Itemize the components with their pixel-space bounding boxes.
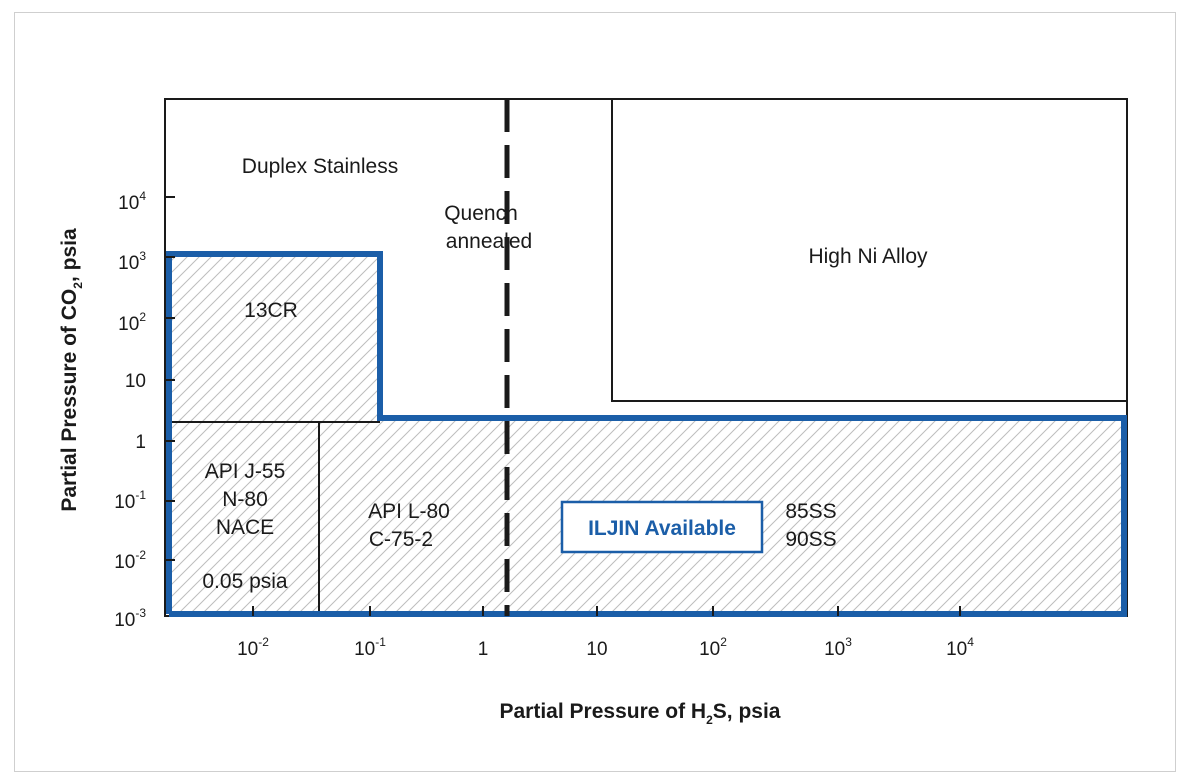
y-tick-label: 10-3 (114, 606, 146, 631)
x-tick-label: 10 (586, 639, 607, 660)
high-ni-alloy-box (611, 98, 1128, 402)
y-axis-title: Partial Pressure of CO2, psia (58, 228, 85, 512)
y-tick-label: 1 (135, 432, 146, 453)
y-tick-label: 10 (125, 371, 146, 392)
x-tick-label: 10-2 (237, 635, 269, 660)
hatch-13cr-region (168, 255, 380, 423)
x-tick-label: 102 (699, 635, 727, 660)
y-axis-ticks (165, 196, 175, 561)
y-tick-label: 10-1 (114, 488, 146, 513)
x-axis-title: Partial Pressure of H2S, psia (500, 700, 781, 727)
x-tick-labels: 10-2 10-1 1 10 102 103 104 (237, 635, 974, 660)
y-tick-label: 10-2 (114, 548, 146, 573)
nace-threshold-label: 0.05 psia (202, 570, 288, 593)
13cr-label: 13CR (244, 299, 298, 322)
iljin-available-callout: ILJIN Available (560, 500, 764, 554)
90ss-label: 90SS (785, 528, 836, 551)
annealed-label: annealed (446, 230, 532, 253)
high-ni-alloy-label: High Ni Alloy (808, 245, 928, 268)
y-tick-label: 104 (118, 189, 146, 214)
y-tick-label: 102 (118, 310, 146, 335)
85ss-label: 85SS (785, 500, 836, 523)
x-tick-label: 10-1 (354, 635, 386, 660)
nace-label: NACE (216, 516, 274, 539)
x-tick-label: 103 (824, 635, 852, 660)
iljin-available-label: ILJIN Available (588, 517, 736, 540)
api-j55-label: API J-55 (205, 460, 286, 483)
n80-label: N-80 (222, 488, 268, 511)
api-l80-label: API L-80 (368, 500, 450, 523)
duplex-stainless-label: Duplex Stainless (242, 155, 398, 178)
x-tick-label: 104 (946, 635, 974, 660)
x-tick-label: 1 (478, 639, 489, 660)
y-tick-labels: 104 103 102 10 1 10-1 10-2 10-3 (114, 189, 146, 631)
quench-label: Quench (444, 202, 518, 225)
x-axis-ticks (252, 606, 961, 616)
y-tick-label: 103 (118, 249, 146, 274)
iljin-boundary (166, 251, 1127, 617)
c75-label: C-75-2 (369, 528, 433, 551)
